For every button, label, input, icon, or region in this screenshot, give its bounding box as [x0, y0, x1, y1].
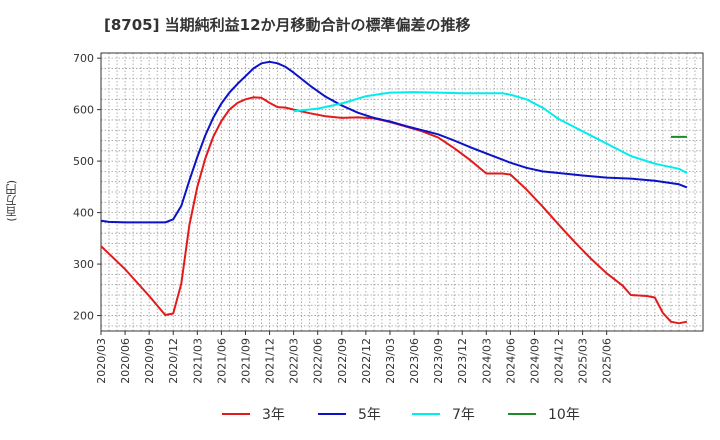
x-tick-label: 2020/03 — [95, 338, 108, 384]
x-tick-label: 2020/06 — [119, 338, 132, 384]
x-tick-label: 2021/09 — [239, 338, 252, 384]
x-tick-label: 2020/12 — [167, 338, 180, 384]
x-tick-label: 2021/12 — [264, 338, 277, 384]
x-tick-label: 2022/03 — [288, 338, 301, 384]
x-tick-label: 2021/06 — [215, 338, 228, 384]
x-tick-label: 2022/12 — [360, 338, 373, 384]
x-tick-label: 2024/09 — [528, 338, 541, 384]
series-line-5年 — [100, 60, 688, 224]
legend-label: 5年 — [358, 407, 381, 423]
y-tick-label: 700 — [73, 52, 94, 65]
legend-swatch — [412, 413, 440, 415]
x-tick-label: 2023/06 — [408, 338, 421, 384]
series-line-7年 — [293, 91, 688, 174]
legend-label: 10年 — [548, 407, 580, 423]
x-tick-label: 2025/03 — [577, 338, 590, 384]
x-tick-label: 2022/06 — [312, 338, 325, 384]
y-tick-label: 300 — [73, 258, 94, 271]
chart-title: [8705] 当期純利益12か月移動合計の標準偏差の推移 — [104, 16, 471, 34]
plot-frame — [100, 52, 704, 332]
x-tick-label: 2021/03 — [191, 338, 204, 384]
x-tick-label: 2022/09 — [336, 338, 349, 384]
y-tick-label: 500 — [73, 155, 94, 168]
x-tick-label: 2024/06 — [504, 338, 517, 384]
legend-item: 3年 — [222, 402, 285, 426]
legend-label: 3年 — [262, 407, 285, 423]
x-tick-label: 2023/09 — [432, 338, 445, 384]
y-tick-label: 400 — [73, 207, 94, 220]
legend-label: 7年 — [452, 407, 475, 423]
legend-swatch — [222, 413, 250, 415]
x-tick-label: 2024/12 — [553, 338, 566, 384]
x-tick-label: 2023/12 — [456, 338, 469, 384]
x-tick-label: 2020/09 — [143, 338, 156, 384]
y-tick-label: 200 — [73, 310, 94, 323]
legend: 3年 5年 7年 10年 — [0, 402, 720, 426]
legend-item: 5年 — [318, 402, 381, 426]
legend-item: 10年 — [508, 402, 580, 426]
x-tick-label: 2023/03 — [384, 338, 397, 384]
legend-item: 7年 — [412, 402, 475, 426]
series-line-3年 — [100, 96, 688, 325]
x-tick-label: 2025/06 — [601, 338, 614, 384]
legend-swatch — [318, 413, 346, 415]
x-tick-label: 2024/03 — [480, 338, 493, 384]
legend-swatch — [508, 413, 536, 415]
y-tick-label: 600 — [73, 104, 94, 117]
